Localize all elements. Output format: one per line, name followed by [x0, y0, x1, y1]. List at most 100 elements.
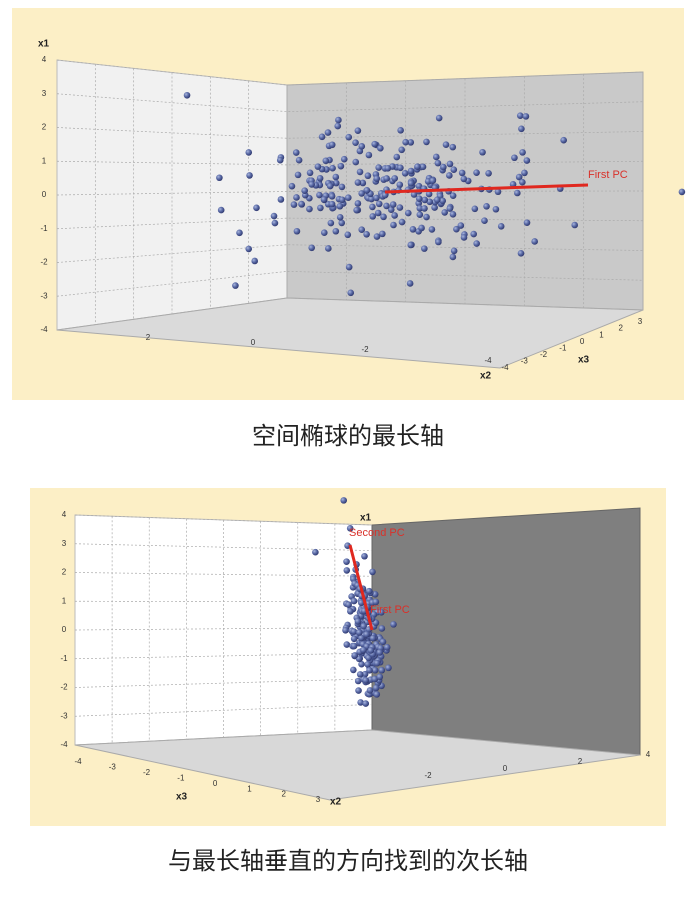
point — [402, 138, 409, 146]
point — [324, 129, 332, 136]
point — [523, 157, 531, 164]
point — [460, 234, 468, 241]
point — [371, 666, 379, 674]
point — [375, 200, 383, 208]
axis-label: x1 — [360, 513, 372, 524]
tick-label: 3 — [316, 795, 321, 804]
point — [372, 598, 380, 606]
tick-label: 1 — [247, 784, 252, 793]
point — [369, 213, 377, 220]
point — [376, 649, 383, 656]
point — [483, 203, 490, 210]
point — [494, 188, 502, 196]
tick-label: 0 — [251, 338, 256, 347]
point — [372, 684, 380, 692]
point — [407, 139, 415, 146]
point — [435, 114, 443, 122]
point — [363, 186, 371, 194]
point — [293, 227, 301, 235]
point — [369, 568, 376, 576]
tick-label: -2 — [143, 768, 151, 777]
point — [375, 164, 382, 171]
point — [450, 247, 458, 255]
point — [292, 149, 300, 156]
point — [338, 196, 346, 204]
tick-label: -3 — [40, 291, 48, 300]
figure-2: Second PC First PC x1 x2 x3 — [30, 488, 666, 826]
point — [365, 587, 373, 595]
point — [373, 233, 381, 240]
point — [391, 212, 398, 219]
point — [516, 112, 524, 119]
caption: 与最长轴垂直的方向找到的次长轴 — [168, 847, 528, 875]
point — [338, 219, 346, 227]
point — [354, 677, 362, 685]
point — [519, 149, 526, 156]
tick-label: 2 — [578, 757, 583, 766]
tick-label: 0 — [42, 190, 47, 199]
point — [398, 146, 405, 154]
point — [481, 217, 488, 225]
tick-label: -3 — [109, 763, 117, 772]
point — [357, 699, 364, 706]
point — [470, 230, 478, 238]
tick-label: -2 — [40, 258, 48, 267]
point — [473, 240, 480, 247]
point — [390, 221, 397, 229]
point — [245, 245, 253, 253]
point — [350, 597, 358, 605]
point — [354, 618, 362, 625]
point — [335, 116, 342, 124]
point — [519, 178, 526, 186]
point — [354, 179, 362, 186]
point — [356, 671, 364, 678]
point — [518, 125, 525, 133]
tick-label: 0 — [580, 337, 585, 346]
point — [318, 133, 326, 141]
point — [373, 691, 381, 698]
point — [398, 218, 406, 226]
point — [416, 211, 424, 219]
point — [431, 204, 438, 211]
point — [320, 229, 328, 237]
point — [363, 631, 370, 638]
point — [366, 687, 374, 694]
point — [347, 289, 355, 297]
tick-label: 3 — [42, 89, 47, 98]
pc-line — [348, 544, 374, 631]
point — [183, 91, 191, 99]
tick-label: 1 — [42, 156, 47, 165]
back-wall — [371, 507, 641, 756]
axis-label: x1 — [38, 39, 50, 50]
tick-label: -4 — [501, 363, 509, 372]
grid-line — [74, 704, 373, 717]
grid — [56, 59, 644, 331]
point — [362, 700, 370, 707]
point — [357, 599, 365, 607]
point — [435, 238, 442, 246]
point — [334, 122, 342, 130]
annotation: Second PC — [349, 527, 405, 539]
point — [306, 205, 313, 213]
point — [325, 245, 332, 252]
point — [511, 154, 518, 162]
point — [354, 127, 362, 134]
point — [347, 608, 354, 615]
tick-label: -3 — [521, 357, 529, 366]
point — [523, 219, 531, 226]
point — [440, 163, 447, 171]
grid — [74, 514, 373, 746]
tick-label: 4 — [646, 750, 651, 759]
point — [376, 673, 384, 681]
point — [416, 205, 424, 212]
point — [429, 177, 437, 184]
point — [371, 675, 379, 683]
point — [497, 223, 505, 230]
tick-label: 3 — [638, 317, 643, 326]
tick-label: -2 — [424, 771, 432, 780]
point — [387, 206, 395, 213]
tick-label: -2 — [540, 350, 548, 359]
point — [384, 164, 392, 172]
point — [517, 249, 525, 257]
